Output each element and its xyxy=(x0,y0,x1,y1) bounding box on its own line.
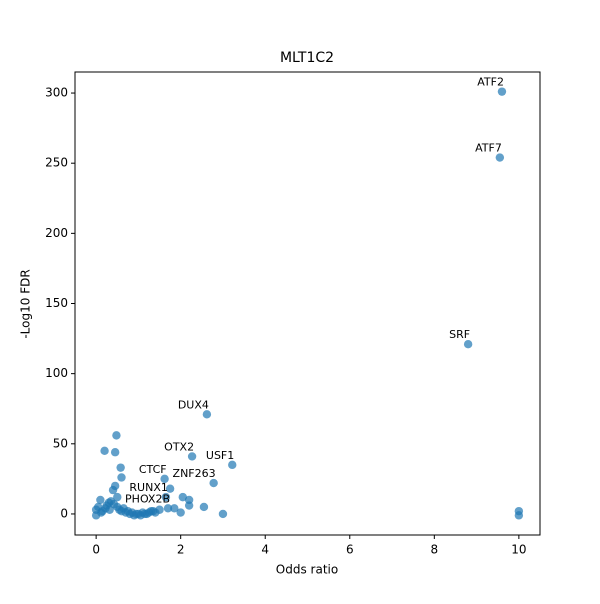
point xyxy=(113,492,122,502)
y-tick-label: 0 xyxy=(60,506,68,520)
x-tick-label: 4 xyxy=(261,543,269,557)
point-label: CTCF xyxy=(139,463,167,476)
point xyxy=(495,153,505,162)
y-tick-label: 50 xyxy=(53,436,68,450)
point xyxy=(228,460,237,470)
point-label: DUX4 xyxy=(178,398,209,411)
point xyxy=(149,506,158,516)
point xyxy=(110,481,120,491)
point xyxy=(514,511,524,520)
point-label: ATF2 xyxy=(477,76,504,89)
y-tick-label: 250 xyxy=(45,156,68,170)
x-tick-label: 0 xyxy=(92,543,100,557)
point-label: SRF xyxy=(449,328,470,341)
y-tick-label: 150 xyxy=(45,296,68,310)
y-tick-label: 300 xyxy=(45,86,68,100)
point xyxy=(170,504,179,513)
x-tick-label: 8 xyxy=(430,543,438,557)
point xyxy=(209,478,218,488)
point xyxy=(161,492,171,502)
point-label: OTX2 xyxy=(164,440,194,453)
point xyxy=(184,501,194,510)
point xyxy=(112,431,121,440)
point xyxy=(176,508,185,517)
x-axis-label: Odds ratio xyxy=(276,563,338,577)
y-tick-label: 100 xyxy=(45,366,68,380)
point xyxy=(160,474,169,484)
point-label: RUNX1 xyxy=(129,481,167,494)
point xyxy=(165,484,175,493)
x-tick-label: 10 xyxy=(511,543,526,557)
x-tick-label: 6 xyxy=(346,543,354,557)
point xyxy=(117,506,126,516)
point xyxy=(96,495,105,505)
chart-title: MLT1C2 xyxy=(280,50,334,66)
point-label: ZNF263 xyxy=(173,467,216,480)
point xyxy=(117,473,126,482)
point-label: PHOX2B xyxy=(125,492,170,505)
point xyxy=(218,509,228,519)
point xyxy=(155,505,164,514)
point xyxy=(100,446,109,456)
point xyxy=(199,502,209,512)
point xyxy=(463,339,473,349)
y-tick-label: 200 xyxy=(45,226,68,240)
x-tick-label: 2 xyxy=(177,543,185,557)
point xyxy=(116,463,125,472)
point xyxy=(178,492,187,502)
point xyxy=(163,504,173,513)
point xyxy=(497,87,507,96)
point xyxy=(110,448,120,457)
y-axis-label: -Log10 FDR xyxy=(19,269,33,338)
point xyxy=(187,452,197,461)
point-label: USF1 xyxy=(206,449,234,462)
point-label: ATF7 xyxy=(475,142,502,155)
point xyxy=(202,410,212,419)
